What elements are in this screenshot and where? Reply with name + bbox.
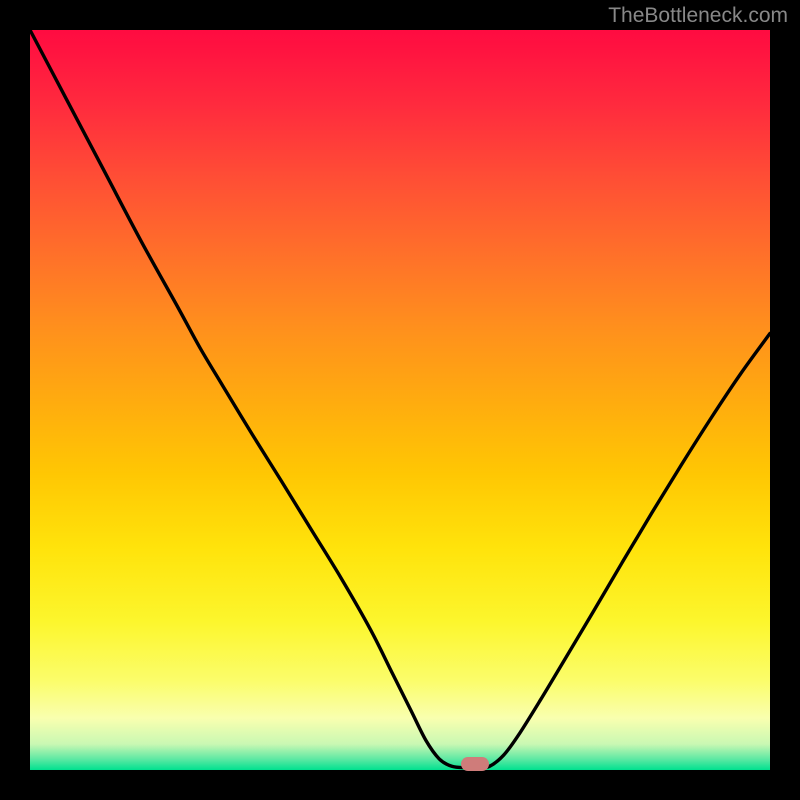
gradient-background <box>30 30 770 770</box>
optimal-point-marker <box>461 757 489 771</box>
chart-svg <box>30 30 770 770</box>
watermark-text: TheBottleneck.com <box>608 4 788 28</box>
bottleneck-chart <box>30 30 770 770</box>
